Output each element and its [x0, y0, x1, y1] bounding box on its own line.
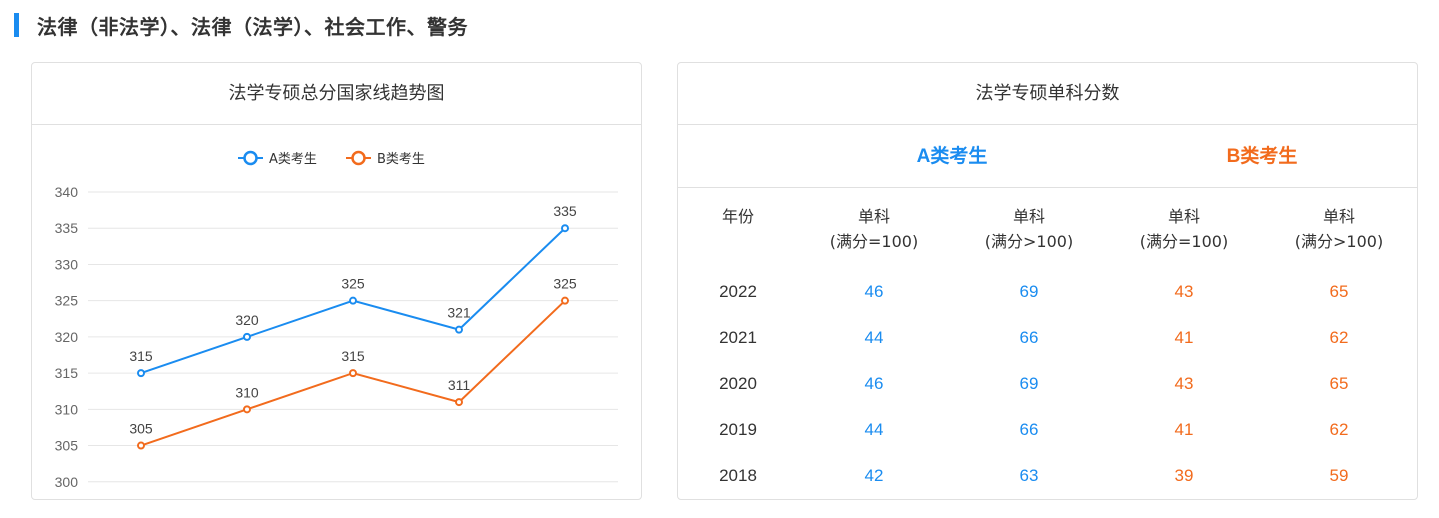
table-cell-a-full100: 44 [864, 328, 884, 347]
section-title: 法律（非法学）、法律（法学）、社会工作、警务 [37, 14, 468, 39]
table-cell-b-full-gt100: 59 [1329, 466, 1349, 485]
header-subject-label: 单科 [1167, 207, 1200, 226]
y-tick-label: 330 [55, 256, 79, 272]
y-tick-label: 300 [55, 474, 79, 490]
data-point [137, 441, 145, 450]
table-cell-year: 2020 [719, 374, 757, 393]
table-cell-a-full-gt100: 69 [1019, 282, 1039, 301]
table-cell-year: 2018 [719, 466, 757, 485]
table-cell-b-full100: 41 [1174, 420, 1194, 439]
line-chart: 2953003053103153203253303353402018201920… [55, 150, 618, 490]
legend-label: A类考生 [269, 152, 317, 167]
data-label: 321 [447, 305, 471, 321]
data-label: 325 [341, 276, 365, 292]
table-cell-year: 2021 [719, 328, 757, 347]
table-cell-a-full-gt100: 63 [1019, 466, 1039, 485]
data-label: 315 [129, 348, 153, 364]
y-tick-label: 335 [55, 220, 79, 236]
table-cell-b-full100: 43 [1174, 374, 1194, 393]
data-point [455, 398, 463, 407]
section-accent-bar [14, 13, 19, 37]
data-label: 325 [553, 276, 577, 292]
data-label: 311 [448, 377, 471, 393]
chart-card-title: 法学专硕总分国家线趋势图 [32, 63, 641, 125]
data-point [243, 405, 251, 414]
table-cell-a-full100: 46 [864, 374, 884, 393]
chart-card: 法学专硕总分国家线趋势图 295300305310315320325330335… [31, 62, 642, 500]
data-point [137, 369, 145, 378]
data-point [561, 224, 569, 233]
data-label: 305 [129, 421, 153, 437]
header-a-full100: 单科 (满分=100) [814, 204, 934, 254]
header-b-full100: 单科 (满分=100) [1124, 204, 1244, 254]
y-tick-label: 310 [55, 401, 79, 417]
y-tick-label: 320 [55, 329, 79, 345]
legend-marker [243, 150, 258, 166]
data-label: 315 [341, 348, 365, 364]
group-a-label: A类考生 [916, 146, 988, 167]
table-cell-a-full-gt100: 69 [1019, 374, 1039, 393]
header-year: 年份 [721, 207, 754, 226]
group-header-row: A类考生 B类考生 [678, 126, 1417, 188]
group-b-label: B类考生 [1226, 146, 1298, 167]
score-table-card: 法学专硕单科分数 A类考生 B类考生 年份 单科 (满分=100) 单科 (满分… [677, 62, 1418, 500]
data-label: 335 [553, 203, 577, 219]
table-cell-year: 2019 [719, 420, 757, 439]
table-cell-b-full100: 41 [1174, 328, 1194, 347]
data-point [561, 296, 569, 305]
data-point [349, 296, 357, 305]
table-cell-a-full-gt100: 66 [1019, 328, 1039, 347]
header-full100-label: (满分=100) [1139, 232, 1229, 251]
header-subject-label: 单科 [1012, 207, 1045, 226]
table-card-title: 法学专硕单科分数 [678, 63, 1417, 125]
data-label: 320 [235, 312, 259, 328]
table-cell-b-full-gt100: 65 [1329, 282, 1349, 301]
data-label: 310 [235, 384, 259, 400]
table-cell-a-full100: 46 [864, 282, 884, 301]
table-cell-b-full-gt100: 65 [1329, 374, 1349, 393]
header-full-gt100-label: (满分>100) [984, 232, 1074, 251]
data-point [243, 332, 251, 341]
table-cell-a-full100: 44 [864, 420, 884, 439]
y-tick-label: 325 [55, 293, 79, 309]
data-point [349, 369, 357, 378]
section-header: 法律（非法学）、法律（法学）、社会工作、警务 [14, 10, 468, 40]
table-cell-b-full-gt100: 62 [1329, 420, 1349, 439]
table-cell-b-full100: 39 [1174, 466, 1194, 485]
header-full-gt100-label: (满分>100) [1294, 232, 1384, 251]
header-subject-label: 单科 [1322, 207, 1355, 226]
data-point [455, 325, 463, 334]
y-tick-label: 315 [55, 365, 79, 381]
legend-marker [351, 150, 366, 166]
header-subject-label: 单科 [857, 207, 890, 226]
table-cell-b-full-gt100: 62 [1329, 328, 1349, 347]
header-a-full-gt100: 单科 (满分>100) [969, 204, 1089, 254]
header-b-full-gt100: 单科 (满分>100) [1279, 204, 1399, 254]
table-cell-b-full100: 43 [1174, 282, 1194, 301]
y-tick-label: 305 [55, 438, 79, 454]
table-cell-year: 2022 [719, 282, 757, 301]
legend-label: B类考生 [377, 152, 425, 167]
y-tick-label: 340 [55, 184, 79, 200]
table-cell-a-full100: 42 [864, 466, 884, 485]
table-cell-a-full-gt100: 66 [1019, 420, 1039, 439]
header-full100-label: (满分=100) [829, 232, 919, 251]
